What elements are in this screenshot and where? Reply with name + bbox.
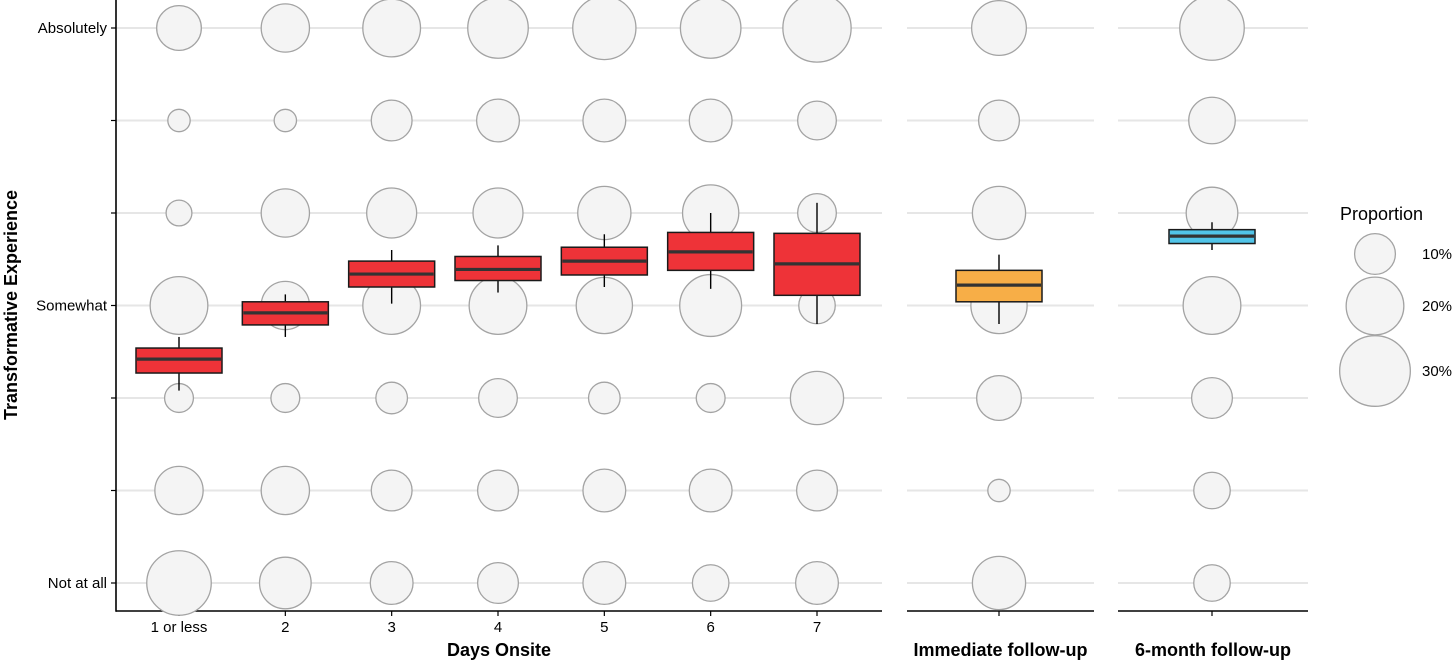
bubble-days-3-level-7 — [467, 0, 529, 59]
bubble-days-6-level-2 — [795, 469, 839, 512]
bubble-days-1-level-2 — [260, 465, 311, 516]
bubble-immediate-0-level-5 — [971, 185, 1027, 241]
x-tick-label: 1 or less — [151, 619, 208, 636]
bubble-days-6-level-1 — [794, 560, 840, 606]
x-axis-title-sixmonth: 6-month follow-up — [1135, 640, 1291, 660]
x-tick-label: 2 — [281, 619, 289, 636]
x-tick-label: 4 — [494, 619, 502, 636]
bubble-days-3-level-2 — [476, 469, 520, 512]
bubble-days-2-level-6 — [370, 99, 413, 142]
legend: Proportion 10% 20% 30% — [1339, 204, 1452, 407]
bubble-immediate-0-level-6 — [977, 99, 1021, 142]
y-axis-title: Transformative Experience — [1, 190, 21, 420]
bubble-days-1-level-6 — [273, 108, 298, 133]
bubble-days-2-level-1 — [369, 560, 414, 606]
bubble-days-0-level-1 — [146, 550, 212, 616]
bubble-days-4-level-6 — [582, 98, 627, 143]
bubble-sixmonth-0-level-6 — [1188, 96, 1236, 145]
y-tick-label: Absolutely — [38, 20, 108, 37]
bubble-days-5-level-2 — [688, 468, 733, 513]
bubble-days-1-level-3 — [270, 382, 301, 414]
bubble-days-5-level-6 — [688, 98, 733, 143]
legend-label: 30% — [1422, 363, 1452, 380]
bubble-sixmonth-0-level-1 — [1193, 564, 1231, 602]
bubble-days-0-level-2 — [154, 465, 204, 516]
bubble-days-5-level-7 — [679, 0, 742, 59]
bubble-days-1-level-7 — [260, 3, 311, 53]
bubble-days-4-level-1 — [582, 560, 627, 606]
bubble-sixmonth-0-level-4 — [1182, 276, 1242, 335]
legend-label: 20% — [1422, 298, 1452, 315]
bubble-days-0-level-6 — [167, 108, 191, 133]
bubble-immediate-0-level-1 — [971, 555, 1027, 611]
bubble-days-6-level-3 — [789, 370, 845, 426]
bubble-days-3-level-5 — [472, 187, 524, 239]
bubble-days-4-level-7 — [572, 0, 637, 61]
legend-bubble-30 — [1339, 335, 1411, 407]
bubble-days-3-level-6 — [475, 98, 521, 143]
legend-bubble-20 — [1345, 276, 1405, 336]
bubble-days-5-level-1 — [691, 564, 730, 602]
x-tick-label: 3 — [387, 619, 395, 636]
bubble-days-0-level-4 — [149, 276, 209, 335]
bubble-days-3-level-1 — [476, 561, 520, 605]
bubble-sixmonth-0-level-2 — [1193, 471, 1231, 510]
bubble-days-4-level-2 — [582, 468, 627, 513]
bubble-days-0-level-5 — [165, 199, 193, 227]
bubble-days-6-level-6 — [797, 100, 838, 141]
bubble-days-4-level-5 — [577, 185, 632, 241]
bubble-days-1-level-5 — [260, 188, 311, 238]
legend-title: Proportion — [1340, 204, 1423, 224]
bubble-immediate-0-level-3 — [976, 375, 1022, 421]
bubble-days-4-level-3 — [587, 381, 621, 415]
bubble-days-5-level-3 — [695, 382, 726, 414]
bubble-immediate-0-level-7 — [970, 0, 1028, 57]
bubble-sixmonth-0-level-3 — [1190, 376, 1234, 420]
bubble-immediate-0-level-2 — [987, 478, 1011, 503]
y-tick-label: Not at all — [48, 575, 107, 592]
bubble-days-1-level-1 — [258, 556, 312, 610]
bubble-sixmonth-0-level-7 — [1179, 0, 1245, 61]
plot-panels: 1 or less 2 3 4 5 6 7 Days Onsite Not at all Some… — [36, 0, 1308, 660]
y-tick-label: Somewhat — [36, 298, 108, 315]
bubble-days-6-level-7 — [782, 0, 852, 63]
legend-bubble-10 — [1353, 232, 1397, 276]
x-tick-label: 5 — [600, 619, 608, 636]
bubble-days-2-level-2 — [370, 469, 413, 512]
x-tick-label: 6 — [706, 619, 714, 636]
bubble-days-2-level-5 — [366, 187, 418, 239]
x-tick-label: 7 — [813, 619, 821, 636]
bubble-days-2-level-7 — [362, 0, 422, 58]
bubble-days-0-level-7 — [156, 5, 202, 51]
bubble-days-3-level-3 — [477, 377, 518, 418]
x-axis-title-immediate: Immediate follow-up — [913, 640, 1087, 660]
bubble-days-2-level-3 — [375, 381, 409, 415]
legend-label: 10% — [1422, 246, 1452, 263]
x-axis-title-days: Days Onsite — [447, 640, 551, 660]
